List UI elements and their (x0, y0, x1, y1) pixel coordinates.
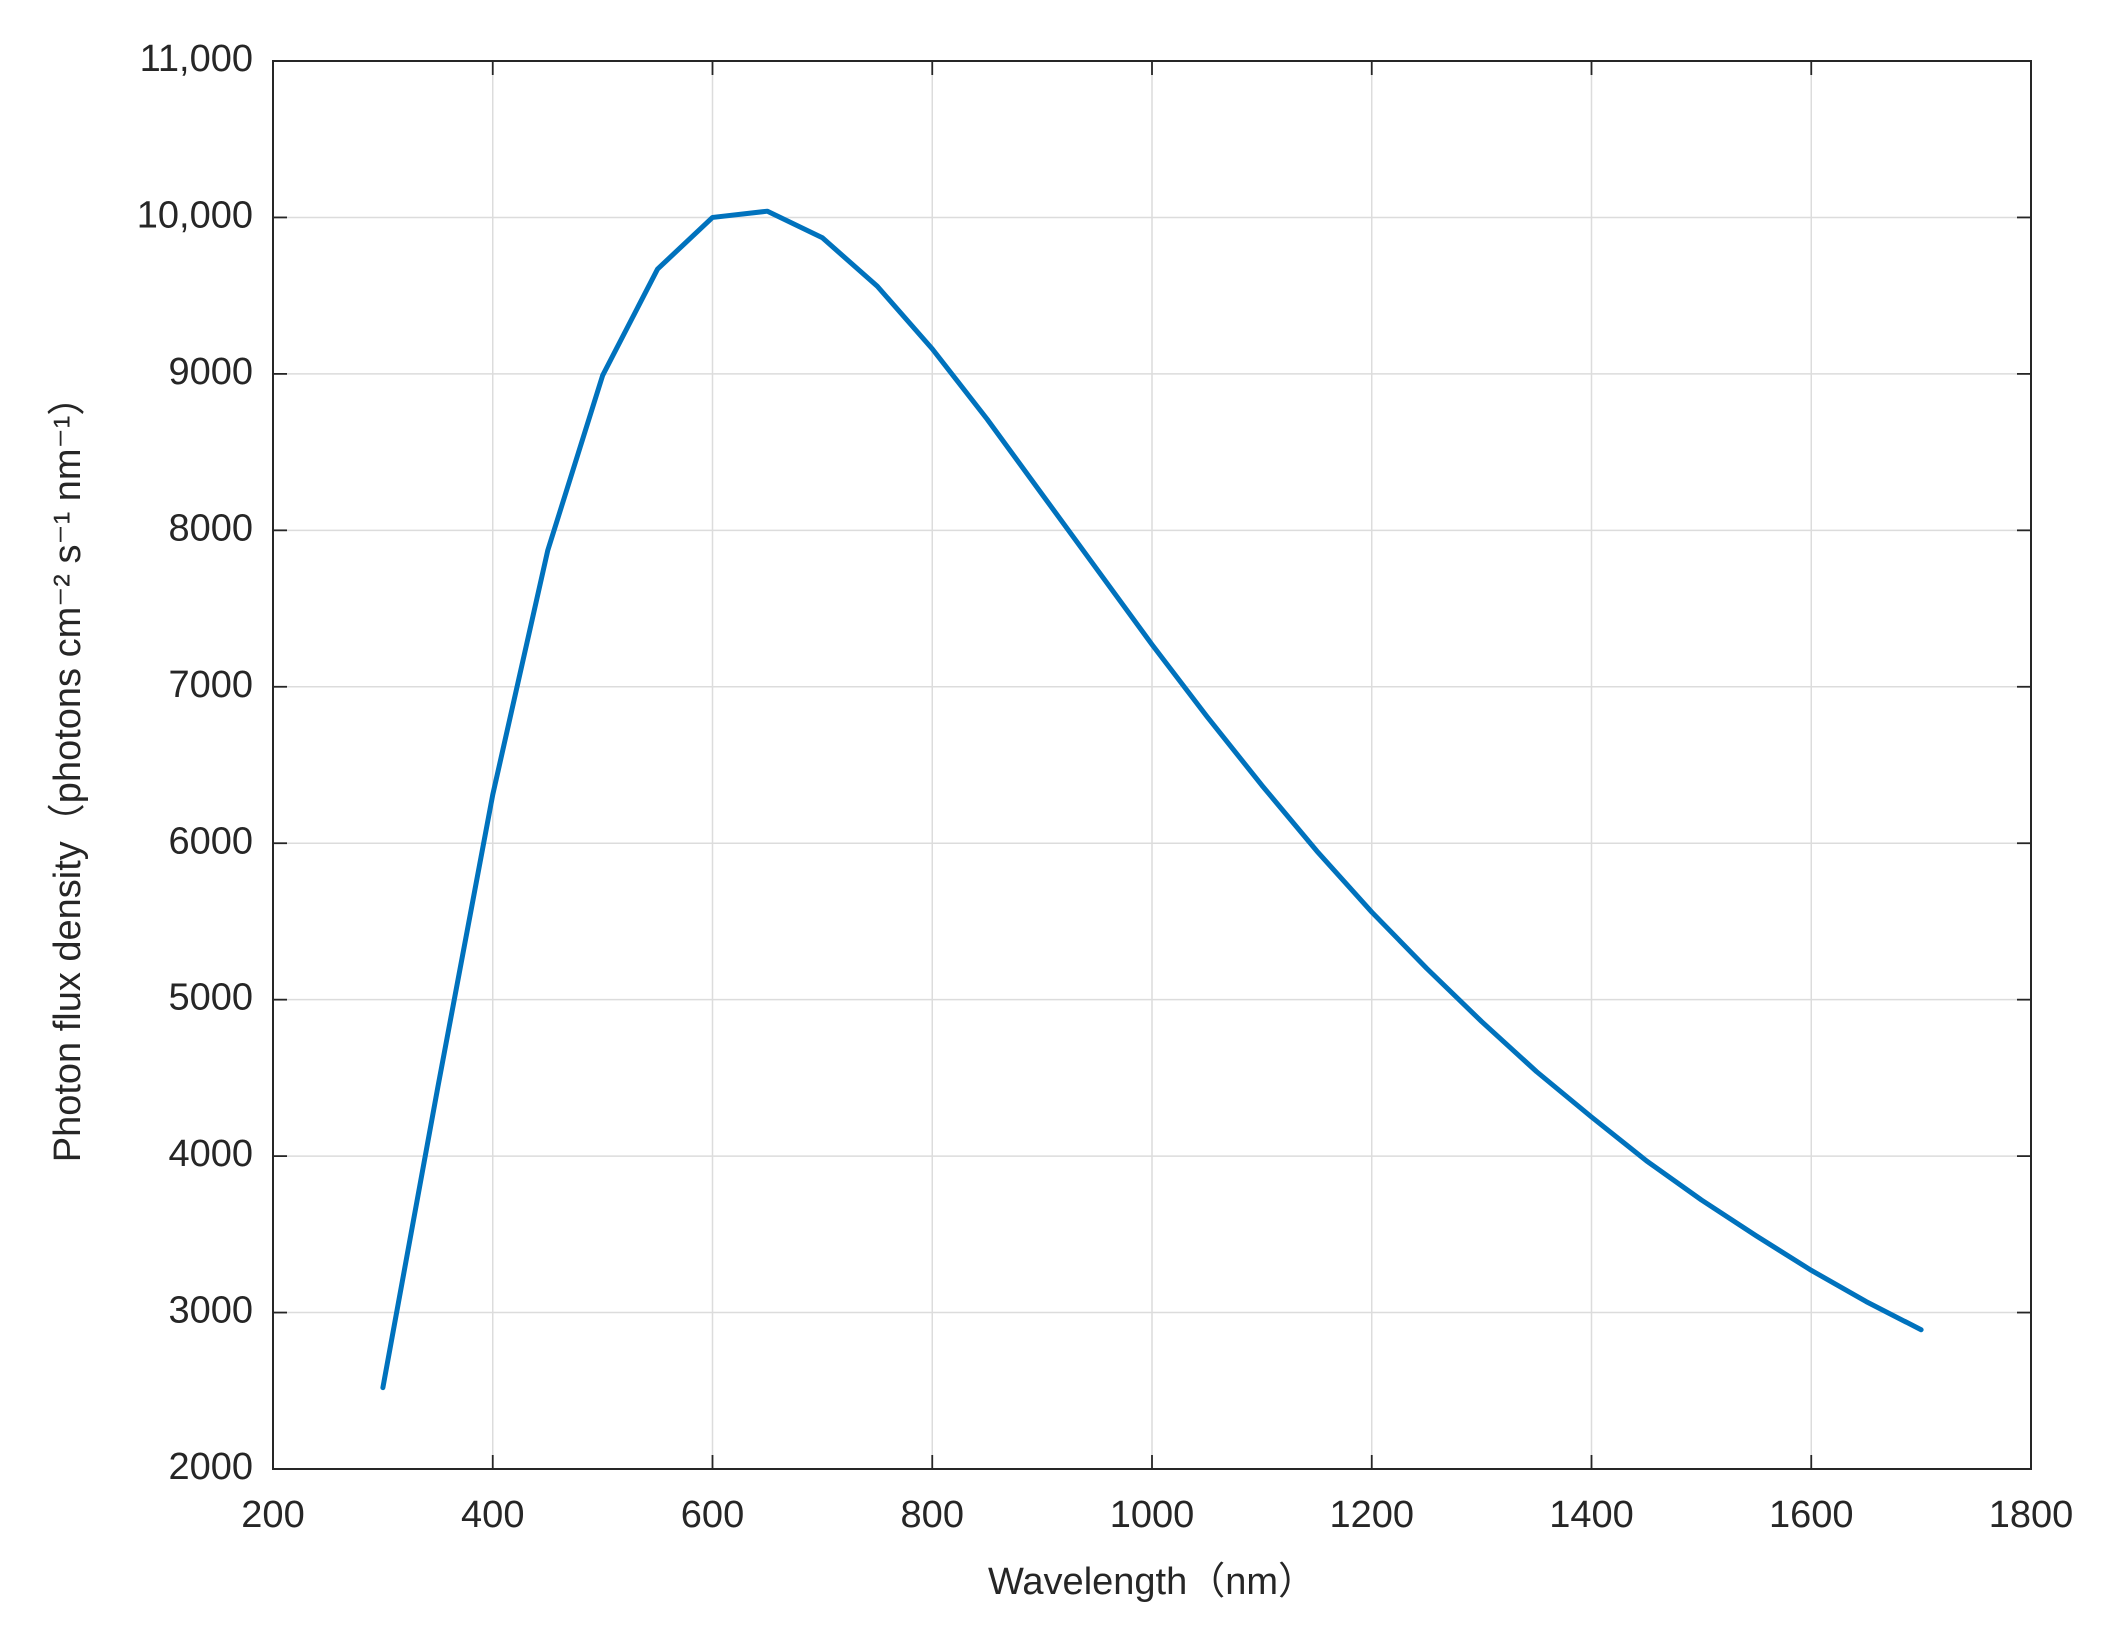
y-tick-label: 2000 (168, 1446, 253, 1488)
data-line (380, 208, 1924, 1391)
y-tick-label: 7000 (168, 664, 253, 706)
x-tick-label: 1400 (1549, 1494, 1634, 1536)
y-tick-label: 5000 (168, 977, 253, 1019)
plot-frame (272, 60, 2032, 1470)
x-tick-label: 1000 (1110, 1494, 1195, 1536)
y-tick-label: 3000 (168, 1290, 253, 1332)
x-tick-label: 200 (241, 1494, 304, 1536)
x-tick-label: 800 (901, 1494, 964, 1536)
y-tick-label: 4000 (168, 1133, 253, 1175)
y-axis-title: Photon flux density（photons cm⁻² s⁻¹ nm⁻… (47, 378, 89, 1163)
x-tick-label: 1200 (1329, 1494, 1414, 1536)
y-tick-label: 9000 (168, 351, 253, 393)
x-axis-title: Wavelength（nm） (988, 1561, 1316, 1603)
y-tick-label: 11,000 (140, 38, 253, 80)
x-tick-label: 400 (461, 1494, 524, 1536)
x-tick-label: 600 (681, 1494, 744, 1536)
y-tick-label: 8000 (168, 507, 253, 549)
x-tick-label: 1600 (1769, 1494, 1854, 1536)
x-tick-label: 1800 (1989, 1494, 2074, 1536)
y-tick-label: 6000 (168, 820, 253, 862)
y-tick-label: 10,000 (137, 194, 253, 236)
